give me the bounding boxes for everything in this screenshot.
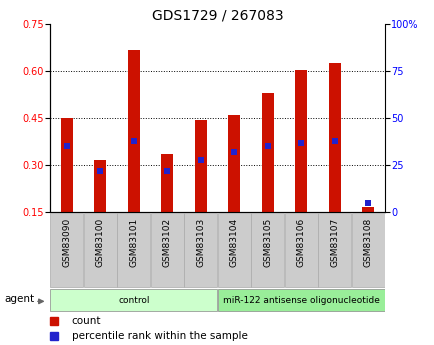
Bar bbox=[84, 213, 116, 287]
Text: miR-122 antisense oligonucleotide: miR-122 antisense oligonucleotide bbox=[222, 296, 379, 305]
Text: GSM83101: GSM83101 bbox=[129, 218, 138, 267]
Bar bbox=[50, 213, 83, 287]
Text: GSM83107: GSM83107 bbox=[329, 218, 339, 267]
Text: control: control bbox=[118, 296, 149, 305]
Bar bbox=[50, 289, 217, 311]
Text: percentile rank within the sample: percentile rank within the sample bbox=[72, 331, 247, 341]
Text: GSM83108: GSM83108 bbox=[363, 218, 372, 267]
Bar bbox=[128, 50, 139, 212]
Bar bbox=[351, 213, 384, 287]
Bar bbox=[217, 213, 250, 287]
Text: count: count bbox=[72, 316, 101, 326]
Title: GDS1729 / 267083: GDS1729 / 267083 bbox=[151, 9, 283, 23]
Text: GSM83105: GSM83105 bbox=[263, 218, 272, 267]
Bar bbox=[117, 213, 150, 287]
Bar bbox=[184, 213, 217, 287]
Bar bbox=[161, 154, 173, 212]
Bar bbox=[318, 213, 350, 287]
Text: GSM83104: GSM83104 bbox=[229, 218, 238, 267]
Bar bbox=[94, 160, 106, 212]
Bar bbox=[295, 70, 306, 212]
Text: GSM83106: GSM83106 bbox=[296, 218, 305, 267]
Bar bbox=[251, 213, 283, 287]
Text: GSM83103: GSM83103 bbox=[196, 218, 205, 267]
Bar bbox=[194, 120, 206, 212]
Text: GSM83100: GSM83100 bbox=[95, 218, 105, 267]
Bar bbox=[61, 118, 72, 212]
Bar bbox=[284, 213, 317, 287]
Bar bbox=[261, 93, 273, 212]
Text: GSM83090: GSM83090 bbox=[62, 218, 71, 267]
Bar bbox=[362, 207, 373, 212]
Bar bbox=[217, 289, 384, 311]
Bar bbox=[328, 63, 340, 212]
Text: GSM83102: GSM83102 bbox=[162, 218, 171, 267]
Bar bbox=[228, 115, 240, 212]
Text: agent: agent bbox=[4, 294, 34, 304]
Bar bbox=[151, 213, 183, 287]
